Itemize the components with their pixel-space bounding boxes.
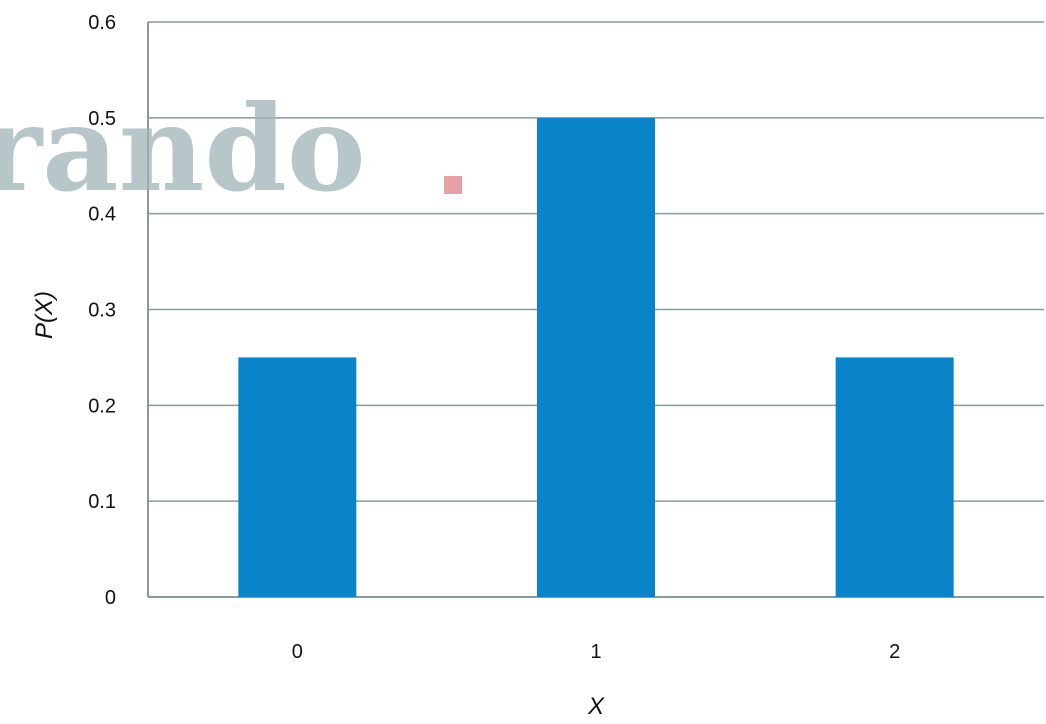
x-axis-title: X xyxy=(587,693,605,720)
y-tick-label: 0.3 xyxy=(88,300,116,322)
bars xyxy=(238,117,954,597)
y-tick-label: 0.1 xyxy=(88,491,116,513)
bar-0 xyxy=(238,357,357,597)
x-tick-label: 2 xyxy=(889,641,900,663)
y-tick-label: 0.5 xyxy=(88,108,116,130)
y-tick-label: 0.4 xyxy=(88,204,116,226)
y-tick-label: 0 xyxy=(105,587,116,609)
watermark-text: rando xyxy=(0,79,366,218)
y-tick-labels: 0 0.1 0.2 0.3 0.4 0.5 0.6 xyxy=(88,12,116,609)
y-tick-label: 0.6 xyxy=(88,12,116,34)
x-tick-label: 1 xyxy=(590,641,601,663)
y-axis-title: P(X) xyxy=(31,291,58,339)
y-tick-label: 0.2 xyxy=(88,395,116,417)
x-tick-labels: 0 1 2 xyxy=(292,641,900,663)
watermark-dot xyxy=(444,176,462,194)
x-tick-label: 0 xyxy=(292,641,303,663)
bar-1 xyxy=(537,117,655,597)
bar-2 xyxy=(835,357,954,597)
